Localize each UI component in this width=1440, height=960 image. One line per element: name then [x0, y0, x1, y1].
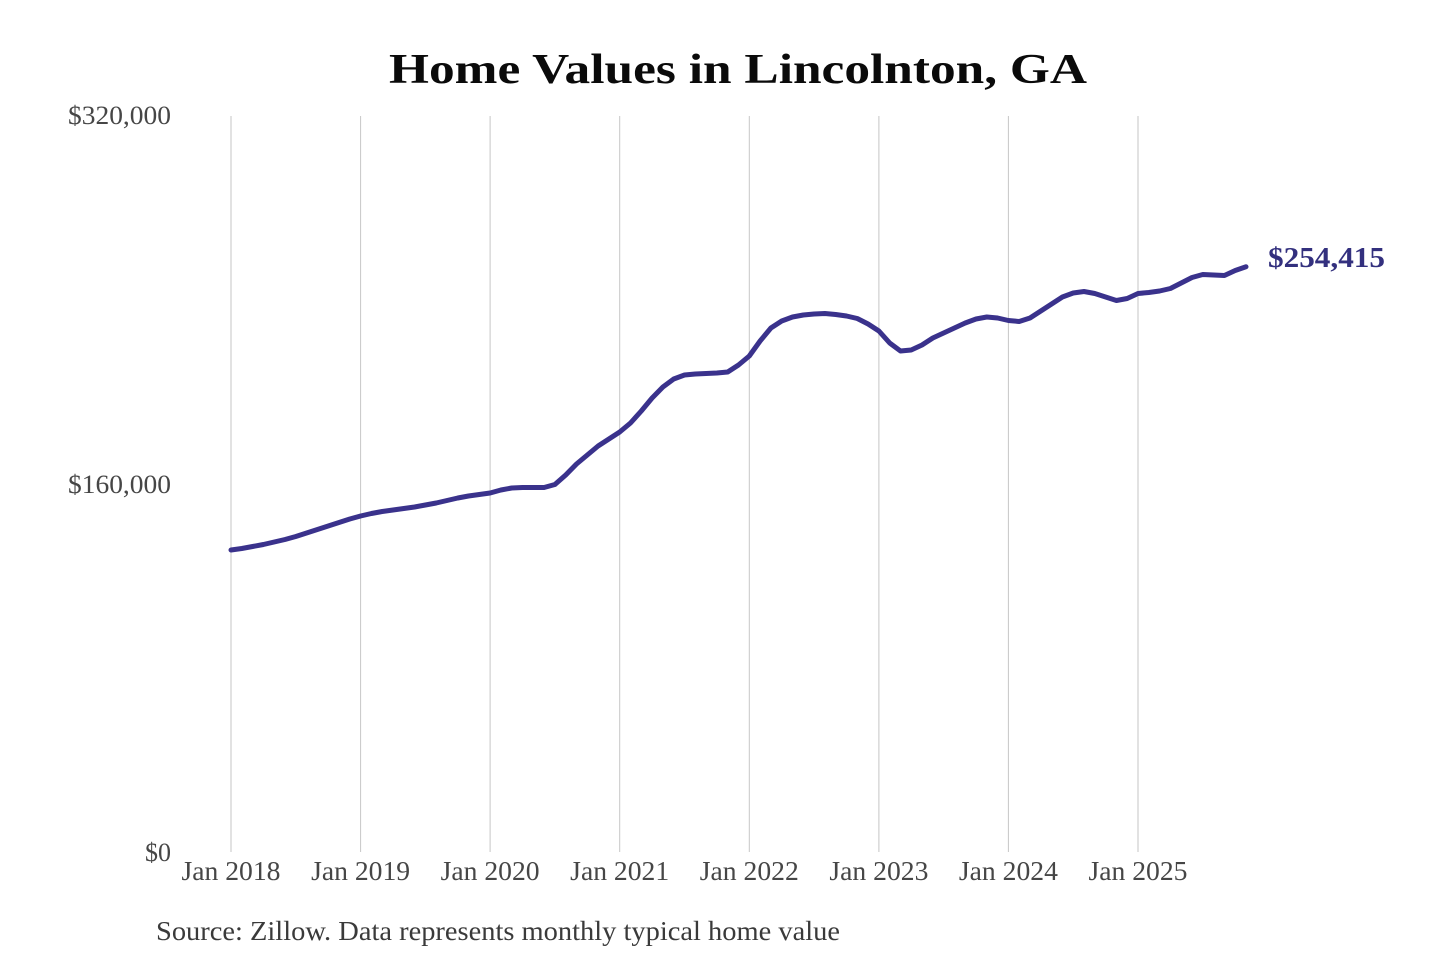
svg-text:Jan 2022: Jan 2022 [700, 856, 799, 886]
svg-text:Jan 2019: Jan 2019 [311, 856, 410, 886]
svg-text:Jan 2023: Jan 2023 [829, 856, 928, 886]
svg-text:Jan 2024: Jan 2024 [959, 856, 1059, 886]
svg-text:Jan 2025: Jan 2025 [1089, 856, 1188, 886]
svg-text:$0: $0 [145, 838, 171, 867]
svg-text:$320,000: $320,000 [68, 101, 171, 130]
svg-text:$160,000: $160,000 [68, 470, 171, 499]
svg-text:Jan 2020: Jan 2020 [441, 856, 540, 886]
svg-text:Home Values in Lincolnton, GA: Home Values in Lincolnton, GA [389, 47, 1088, 93]
svg-text:$254,415: $254,415 [1268, 243, 1385, 274]
svg-text:Jan 2018: Jan 2018 [182, 856, 281, 886]
svg-text:Source: Zillow. Data represent: Source: Zillow. Data represents monthly … [156, 916, 840, 946]
svg-text:Jan 2021: Jan 2021 [570, 856, 669, 886]
